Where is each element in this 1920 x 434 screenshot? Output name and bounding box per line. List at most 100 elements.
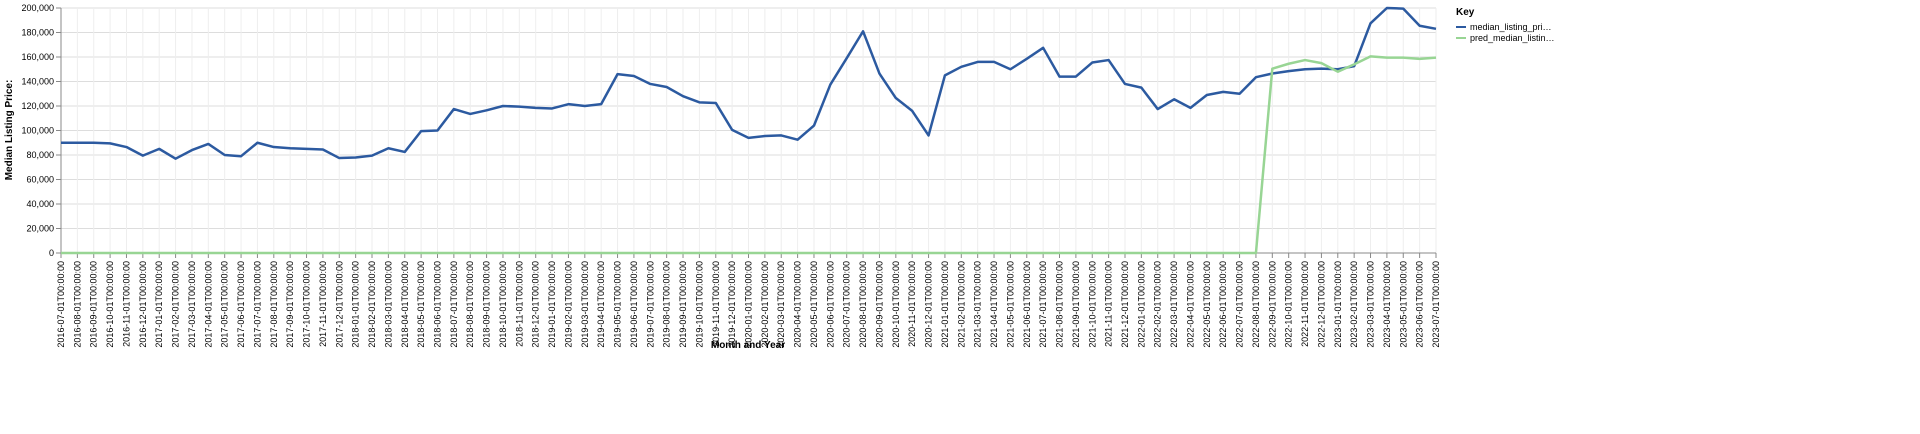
x-tick-label: 2021-03-01T00:00:00 <box>973 261 983 348</box>
x-tick-label: 2019-10-01T00:00:00 <box>694 261 704 348</box>
x-tick-label: 2022-02-01T00:00:00 <box>1153 261 1163 348</box>
x-tick-label: 2022-07-01T00:00:00 <box>1235 261 1245 348</box>
x-tick-label: 2019-11-01T00:00:00 <box>711 261 721 347</box>
x-tick-label: 2017-10-01T00:00:00 <box>302 261 312 348</box>
x-tick-label: 2021-10-01T00:00:00 <box>1087 261 1097 348</box>
x-tick-label: 2017-06-01T00:00:00 <box>236 261 246 348</box>
x-tick-label: 2017-11-01T00:00:00 <box>318 261 328 347</box>
x-tick-label: 2018-09-01T00:00:00 <box>482 261 492 348</box>
legend-title: Key <box>1456 7 1475 18</box>
x-tick-label: 2021-09-01T00:00:00 <box>1071 261 1081 348</box>
x-tick-label: 2019-08-01T00:00:00 <box>662 261 672 348</box>
x-tick-label: 2020-10-01T00:00:00 <box>891 261 901 348</box>
x-tick-label: 2022-03-01T00:00:00 <box>1169 261 1179 348</box>
x-tick-label: 2020-05-01T00:00:00 <box>809 261 819 348</box>
x-tick-label: 2023-03-01T00:00:00 <box>1366 261 1376 348</box>
x-tick-label: 2020-02-01T00:00:00 <box>760 261 770 348</box>
x-tick-label: 2021-01-01T00:00:00 <box>940 261 950 348</box>
x-tick-label: 2019-05-01T00:00:00 <box>613 261 623 348</box>
x-tick-label: 2017-03-01T00:00:00 <box>187 261 197 348</box>
x-tick-label: 2020-08-01T00:00:00 <box>858 261 868 348</box>
y-tick-label: 80,000 <box>26 150 54 160</box>
x-tick-label: 2019-04-01T00:00:00 <box>596 261 606 348</box>
x-tick-label: 2023-04-01T00:00:00 <box>1382 261 1392 348</box>
x-tick-label: 2017-12-01T00:00:00 <box>334 261 344 348</box>
x-tick-label: 2018-03-01T00:00:00 <box>383 261 393 348</box>
y-tick-label: 40,000 <box>26 199 54 209</box>
x-tick-label: 2016-12-01T00:00:00 <box>138 261 148 348</box>
y-tick-label: 20,000 <box>26 224 54 234</box>
x-tick-label: 2020-01-01T00:00:00 <box>744 261 754 348</box>
x-tick-label: 2017-05-01T00:00:00 <box>220 261 230 348</box>
x-tick-label: 2022-11-01T00:00:00 <box>1300 261 1310 347</box>
x-tick-label: 2018-10-01T00:00:00 <box>498 261 508 348</box>
y-tick-label: 120,000 <box>21 101 54 111</box>
x-tick-label: 2023-05-01T00:00:00 <box>1398 261 1408 348</box>
x-tick-label: 2016-11-01T00:00:00 <box>121 261 131 347</box>
x-tick-label: 2019-12-01T00:00:00 <box>727 261 737 348</box>
x-tick-label: 2022-08-01T00:00:00 <box>1251 261 1261 348</box>
x-tick-label: 2019-03-01T00:00:00 <box>580 261 590 348</box>
x-tick-label: 2021-04-01T00:00:00 <box>989 261 999 348</box>
x-tick-label: 2022-04-01T00:00:00 <box>1185 261 1195 348</box>
x-tick-label: 2016-10-01T00:00:00 <box>105 261 115 348</box>
x-tick-label: 2021-11-01T00:00:00 <box>1104 261 1114 347</box>
x-tick-label: 2022-05-01T00:00:00 <box>1202 261 1212 348</box>
x-tick-label: 2022-06-01T00:00:00 <box>1218 261 1228 348</box>
x-tick-label: 2023-06-01T00:00:00 <box>1415 261 1425 348</box>
x-tick-label: 2023-01-01T00:00:00 <box>1333 261 1343 348</box>
x-tick-label: 2023-02-01T00:00:00 <box>1349 261 1359 348</box>
x-tick-label: 2022-09-01T00:00:00 <box>1267 261 1277 348</box>
x-tick-label: 2021-08-01T00:00:00 <box>1055 261 1065 348</box>
y-tick-label: 60,000 <box>26 175 54 185</box>
x-tick-label: 2017-08-01T00:00:00 <box>269 261 279 348</box>
x-tick-label: 2018-12-01T00:00:00 <box>531 261 541 348</box>
x-tick-label: 2021-12-01T00:00:00 <box>1120 261 1130 348</box>
legend-label: median_listing_pri… <box>1470 22 1552 32</box>
x-tick-label: 2017-09-01T00:00:00 <box>285 261 295 348</box>
x-tick-label: 2016-09-01T00:00:00 <box>89 261 99 348</box>
x-tick-label: 2020-03-01T00:00:00 <box>776 261 786 348</box>
x-tick-label: 2018-02-01T00:00:00 <box>367 261 377 348</box>
x-tick-label: 2018-05-01T00:00:00 <box>416 261 426 348</box>
x-tick-label: 2018-01-01T00:00:00 <box>351 261 361 348</box>
x-tick-label: 2019-02-01T00:00:00 <box>563 261 573 348</box>
x-tick-label: 2020-07-01T00:00:00 <box>842 261 852 348</box>
x-tick-label: 2022-01-01T00:00:00 <box>1136 261 1146 348</box>
x-tick-label: 2019-09-01T00:00:00 <box>678 261 688 348</box>
y-tick-label: 180,000 <box>21 28 54 38</box>
x-tick-label: 2020-06-01T00:00:00 <box>825 261 835 348</box>
x-tick-label: 2017-01-01T00:00:00 <box>154 261 164 348</box>
x-tick-label: 2021-06-01T00:00:00 <box>1022 261 1032 348</box>
x-tick-label: 2019-06-01T00:00:00 <box>629 261 639 348</box>
x-tick-label: 2017-07-01T00:00:00 <box>252 261 262 348</box>
x-tick-label: 2021-07-01T00:00:00 <box>1038 261 1048 348</box>
x-tick-label: 2019-01-01T00:00:00 <box>547 261 557 348</box>
x-tick-label: 2018-04-01T00:00:00 <box>400 261 410 348</box>
y-tick-label: 200,000 <box>21 3 54 13</box>
x-tick-label: 2022-10-01T00:00:00 <box>1284 261 1294 348</box>
x-tick-label: 2016-07-01T00:00:00 <box>56 261 66 348</box>
series-line <box>61 55 1437 255</box>
x-tick-label: 2019-07-01T00:00:00 <box>645 261 655 348</box>
x-tick-label: 2021-05-01T00:00:00 <box>1005 261 1015 348</box>
x-tick-label: 2018-06-01T00:00:00 <box>432 261 442 348</box>
x-tick-label: 2021-02-01T00:00:00 <box>956 261 966 348</box>
y-tick-label: 140,000 <box>21 77 54 87</box>
x-tick-label: 2018-07-01T00:00:00 <box>449 261 459 348</box>
y-tick-label: 160,000 <box>21 52 54 62</box>
x-tick-label: 2020-09-01T00:00:00 <box>874 261 884 348</box>
y-tick-label: 0 <box>49 248 54 258</box>
x-tick-label: 2018-11-01T00:00:00 <box>514 261 524 347</box>
x-tick-label: 2017-04-01T00:00:00 <box>203 261 213 348</box>
x-tick-label: 2020-11-01T00:00:00 <box>907 261 917 347</box>
x-tick-label: 2022-12-01T00:00:00 <box>1316 261 1326 348</box>
x-tick-label: 2023-07-01T00:00:00 <box>1431 261 1441 348</box>
legend-label: pred_median_listin… <box>1470 33 1555 43</box>
x-tick-label: 2017-02-01T00:00:00 <box>171 261 181 348</box>
x-tick-label: 2016-08-01T00:00:00 <box>72 261 82 348</box>
x-tick-label: 2020-04-01T00:00:00 <box>793 261 803 348</box>
x-axis-label: Month and Year <box>711 340 785 351</box>
y-tick-label: 100,000 <box>21 126 54 136</box>
